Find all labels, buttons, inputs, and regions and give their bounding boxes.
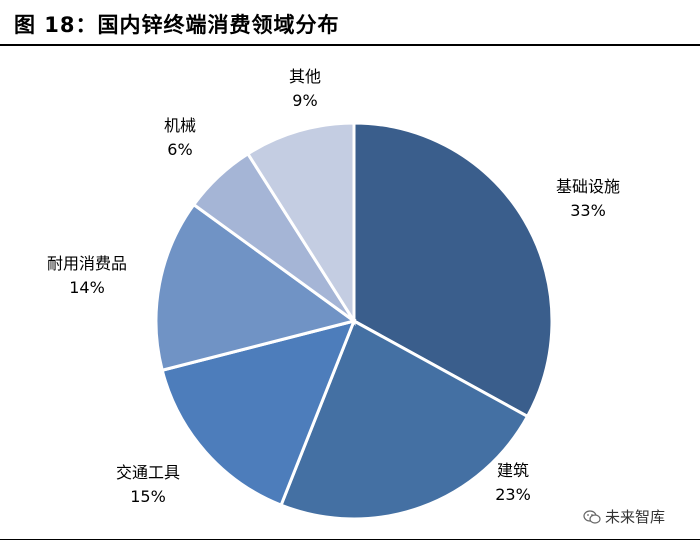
slice-label: 基础设施: [556, 177, 620, 196]
pie-slice: [352, 121, 554, 419]
slice-value-label: 6%: [167, 140, 192, 159]
slice-label: 机械: [164, 116, 196, 135]
top-rule: [0, 44, 700, 46]
slice-label: 耐用消费品: [47, 254, 127, 273]
wechat-icon: [583, 509, 601, 524]
slice-value-label: 33%: [570, 201, 606, 220]
chart-title: 图 18：国内锌终端消费领域分布: [14, 13, 340, 37]
bottom-rule: [0, 539, 700, 540]
pie-slice: [160, 318, 357, 508]
slice-value-label: 14%: [69, 278, 105, 297]
watermark-text: 未来智库: [605, 508, 666, 526]
slice-value-label: 23%: [495, 485, 531, 504]
slice-value-label: 15%: [130, 487, 166, 506]
slice-label: 建筑: [497, 461, 529, 480]
watermark: 未来智库: [583, 506, 665, 527]
pie-slice: [245, 121, 356, 327]
pie-slice: [154, 202, 358, 373]
slice-value-label: 9%: [292, 91, 317, 110]
pie-slice: [279, 318, 530, 521]
slice-label: 其他: [289, 67, 321, 86]
slice-label: 交通工具: [116, 463, 180, 482]
